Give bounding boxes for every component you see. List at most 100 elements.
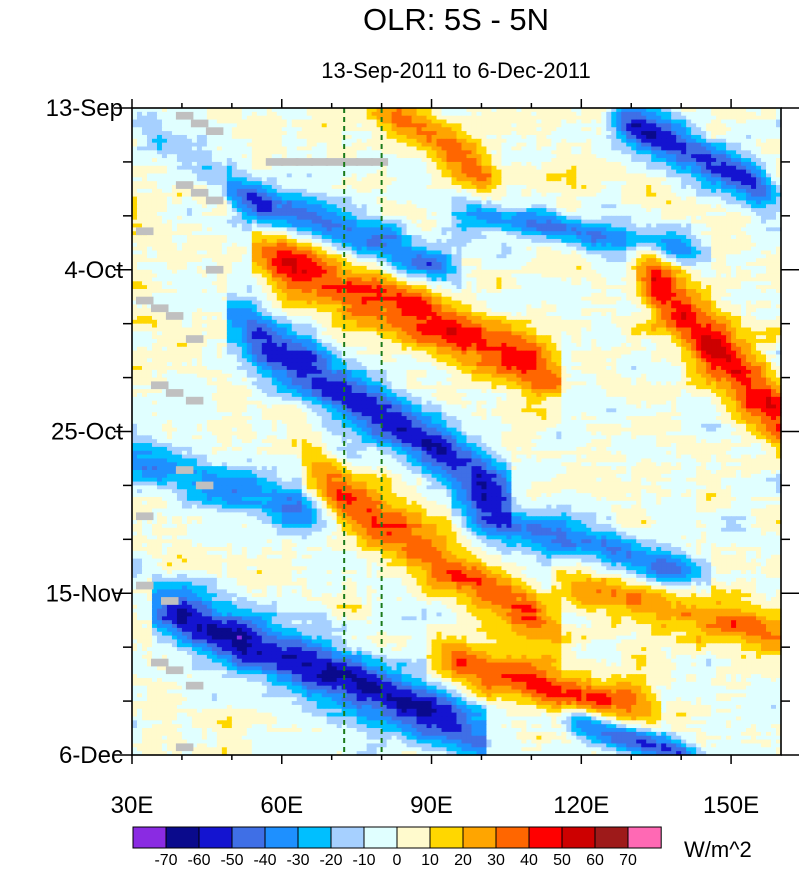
field-cell <box>686 211 692 217</box>
field-cell <box>446 177 453 182</box>
field-cell <box>146 173 153 178</box>
field-cell <box>426 169 433 175</box>
field-cell <box>166 196 173 202</box>
field-cell <box>636 192 642 198</box>
field-cell <box>376 131 383 136</box>
field-cell <box>381 200 388 205</box>
field-cell <box>436 115 443 121</box>
field-cell <box>411 165 418 171</box>
field-cell <box>186 150 193 155</box>
field-cell <box>311 246 318 252</box>
field-cell <box>316 192 323 198</box>
field-cell <box>246 158 253 163</box>
field-cell <box>536 223 542 228</box>
field-cell <box>746 115 752 121</box>
field-cell <box>491 138 498 144</box>
field-cell <box>331 250 338 255</box>
field-cell <box>651 200 657 205</box>
field-cell <box>526 223 532 228</box>
field-cell <box>311 188 318 194</box>
field-cell <box>346 200 353 205</box>
field-cell <box>376 123 383 128</box>
field-cell <box>311 127 318 132</box>
field-cell <box>231 108 238 113</box>
field-cell <box>546 219 552 225</box>
field-cell <box>266 254 273 259</box>
field-cell <box>346 223 353 228</box>
field-cell <box>646 235 652 240</box>
field-cell <box>516 219 522 225</box>
field-cell <box>466 231 473 236</box>
field-cell <box>411 131 418 136</box>
field-cell <box>551 123 557 128</box>
field-cell <box>161 250 168 255</box>
field-cell <box>486 204 493 209</box>
field-cell <box>776 154 782 159</box>
field-cell <box>146 115 153 121</box>
field-cell <box>136 211 143 217</box>
field-cell <box>701 127 707 132</box>
field-cell <box>606 154 612 159</box>
field-cell <box>626 250 632 255</box>
field-cell <box>146 200 153 205</box>
field-cell <box>616 238 622 244</box>
field-cell <box>171 158 178 163</box>
field-cell <box>451 227 458 232</box>
field-cell <box>231 215 238 221</box>
field-cell <box>266 119 273 124</box>
field-cell <box>641 235 647 240</box>
field-cell <box>676 185 682 190</box>
field-cell <box>251 181 258 186</box>
field-cell <box>246 246 253 252</box>
field-cell <box>776 119 782 124</box>
field-cell <box>601 161 607 167</box>
field-cell <box>466 200 473 205</box>
field-cell <box>406 254 413 259</box>
field-cell <box>471 142 478 148</box>
field-cell <box>491 150 498 155</box>
field-cell <box>132 127 138 132</box>
field-cell <box>541 134 547 140</box>
field-cell <box>436 177 443 182</box>
field-cell <box>696 146 702 151</box>
field-cell <box>166 154 173 159</box>
field-cell <box>691 219 697 225</box>
field-cell <box>446 208 453 213</box>
field-cell <box>746 196 752 202</box>
field-cell <box>251 134 258 140</box>
field-cell <box>676 250 682 255</box>
field-cell <box>176 235 183 240</box>
field-cell <box>696 150 702 155</box>
field-cell <box>776 185 782 190</box>
field-cell <box>501 173 508 178</box>
field-cell <box>261 131 268 136</box>
field-cell <box>436 119 443 124</box>
field-cell <box>771 177 777 182</box>
field-cell <box>231 131 238 136</box>
field-cell <box>701 235 707 240</box>
field-cell <box>206 219 213 225</box>
field-cell <box>396 188 403 194</box>
field-cell <box>631 219 637 225</box>
field-cell <box>471 238 478 244</box>
field-cell <box>361 223 368 228</box>
field-cell <box>331 192 338 198</box>
field-cell <box>651 219 657 225</box>
field-cell <box>581 181 587 186</box>
field-cell <box>276 169 283 175</box>
field-cell <box>132 200 138 205</box>
field-cell <box>401 181 408 186</box>
field-cell <box>241 127 248 132</box>
field-cell <box>216 246 223 252</box>
field-cell <box>501 200 508 205</box>
field-cell <box>566 235 572 240</box>
field-cell <box>561 142 567 148</box>
field-cell <box>466 173 473 178</box>
field-cell <box>226 154 233 159</box>
field-cell <box>216 235 223 240</box>
field-cell <box>576 238 582 244</box>
field-cell <box>556 223 562 228</box>
field-cell <box>496 127 503 132</box>
field-cell <box>536 242 542 248</box>
field-cell <box>741 123 747 128</box>
